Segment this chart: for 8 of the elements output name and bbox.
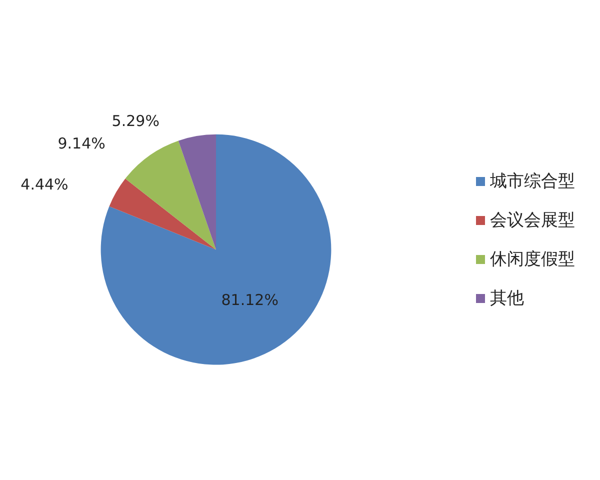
data-label: 5.29% bbox=[112, 112, 160, 130]
legend-label: 休闲度假型 bbox=[490, 250, 575, 270]
data-label: 9.14% bbox=[58, 134, 106, 153]
legend-label: 其他 bbox=[490, 288, 524, 308]
data-label: 81.12% bbox=[221, 290, 278, 309]
legend-label: 城市综合型 bbox=[489, 172, 575, 192]
legend-label: 会议会展型 bbox=[490, 210, 575, 230]
data-label: 4.44% bbox=[20, 175, 68, 194]
